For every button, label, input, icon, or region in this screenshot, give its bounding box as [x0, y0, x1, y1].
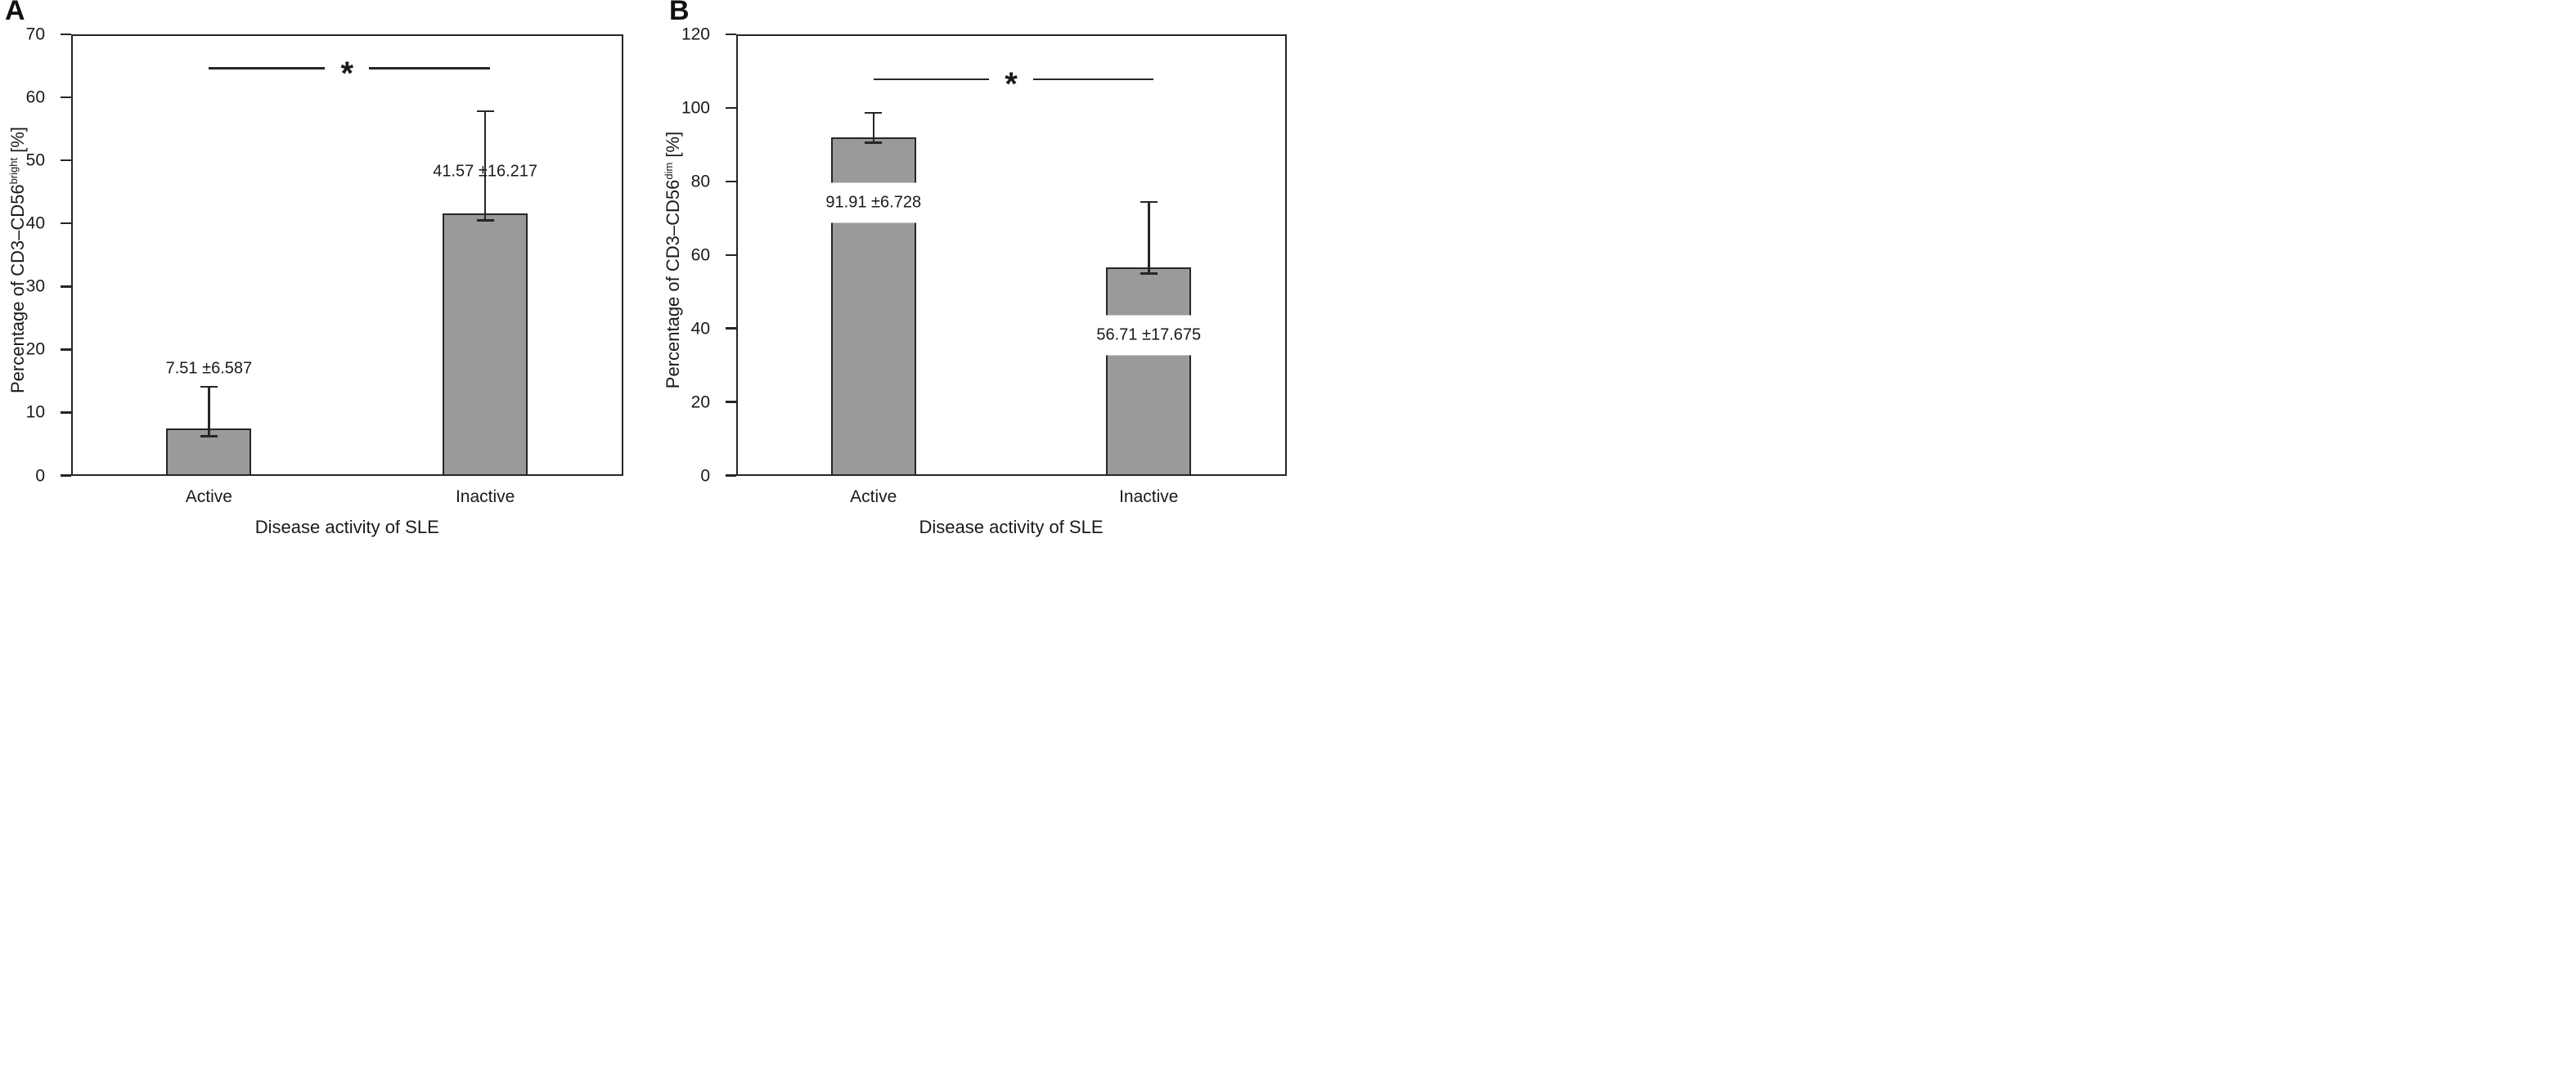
error-bar-cap-bottom [476, 219, 494, 222]
y-tick-label: 40 [25, 213, 45, 233]
y-tick-label: 60 [690, 245, 710, 265]
y-tick [60, 348, 71, 351]
significance-line-left [209, 67, 326, 70]
y-tick-label: 60 [25, 87, 45, 107]
y-tick-label: 70 [25, 25, 45, 44]
y-tick-label: 120 [681, 25, 710, 44]
value-label: 56.71 ±17.675 [1089, 315, 1209, 356]
error-bar-line [483, 111, 487, 221]
bar-inactive [1106, 267, 1192, 476]
y-tick-label: 100 [681, 98, 710, 118]
y-tick [725, 106, 736, 110]
y-tick-label: 50 [25, 150, 45, 170]
y-tick [60, 285, 71, 288]
y-tick-label: 20 [25, 339, 45, 359]
panel-a: A 0 10 20 30 40 50 60 70 Percentage of CD3–CD56b… [0, 0, 1288, 540]
panel-a-letter: A [5, 0, 25, 26]
error-bar-cap-top [865, 111, 883, 114]
value-label: 91.91 ±6.728 [818, 182, 929, 223]
x-category-label-active: Active [185, 487, 232, 506]
y-tick-label: 80 [690, 172, 710, 191]
y-tick [725, 474, 736, 477]
y-tick-label: 40 [690, 319, 710, 339]
error-bar-cap-bottom [200, 435, 218, 437]
significance-line-left [873, 78, 989, 81]
significance-asterisk: * [340, 55, 354, 92]
y-tick [725, 180, 736, 183]
plot-frame [70, 34, 623, 476]
y-tick [725, 33, 736, 36]
significance-line-right [369, 67, 491, 70]
value-label: 7.51 ±6.587 [158, 348, 260, 389]
y-tick [60, 222, 71, 225]
x-category-label-active: Active [850, 487, 897, 506]
y-tick [725, 327, 736, 330]
y-tick-label: 0 [700, 466, 710, 485]
significance-line-right [1033, 78, 1154, 81]
error-bar-line [208, 386, 210, 437]
y-tick [60, 96, 71, 99]
error-bar-cap-top [200, 385, 218, 388]
y-tick-label: 30 [25, 276, 45, 296]
y-tick [60, 33, 71, 36]
y-tick [60, 159, 71, 162]
x-category-label-inactive: Inactive [455, 487, 515, 506]
significance-asterisk: * [1005, 65, 1018, 102]
y-tick [725, 253, 736, 256]
panel-b: B 0 20 40 60 80 100 120 Percentage of CD3–CD56d… [0, 0, 1288, 540]
y-axis-title: Percentage of CD3–CD56dim [%] [662, 131, 684, 389]
y-axis-title-superscript: dim [662, 162, 675, 180]
y-tick-label: 20 [690, 392, 710, 412]
error-bar-cap-top [476, 110, 494, 113]
error-bar-cap-top [1140, 200, 1158, 204]
x-axis-title: Disease activity of SLE [919, 517, 1104, 537]
error-bar-cap-bottom [1140, 272, 1158, 275]
y-tick-label: 10 [25, 402, 45, 422]
error-bar-line [872, 113, 874, 143]
error-bar-cap-bottom [865, 141, 883, 144]
y-tick [725, 401, 736, 403]
y-tick [60, 411, 71, 414]
panel-b-letter: B [669, 0, 690, 26]
y-tick-label: 0 [35, 466, 45, 485]
figure-sle-nk-subsets: A 0 10 20 30 40 50 60 70 Percentage of CD3–CD56b… [0, 0, 1288, 540]
y-tick [60, 474, 71, 477]
error-bar-line [1148, 202, 1150, 274]
plot-frame [735, 34, 1287, 476]
bar-inactive [443, 213, 528, 476]
x-axis-title: Disease activity of SLE [254, 517, 439, 537]
x-category-label-inactive: Inactive [1119, 487, 1179, 506]
